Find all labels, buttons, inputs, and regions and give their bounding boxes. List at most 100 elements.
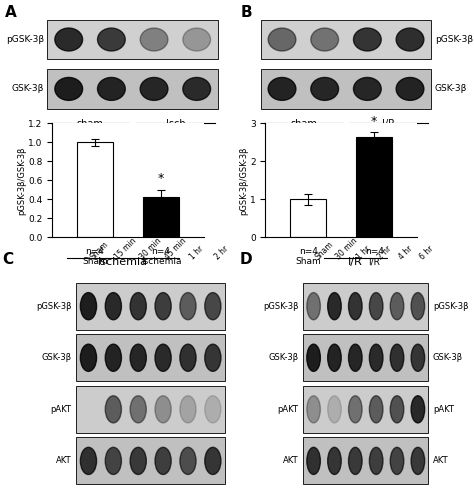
Text: 45 min: 45 min — [163, 236, 188, 261]
Ellipse shape — [369, 448, 383, 474]
Ellipse shape — [411, 292, 425, 320]
Y-axis label: pGSK-3β/GSK-3β: pGSK-3β/GSK-3β — [18, 146, 27, 214]
Ellipse shape — [98, 78, 125, 100]
Ellipse shape — [411, 344, 425, 371]
Text: A: A — [5, 5, 17, 20]
Text: 1 hr: 1 hr — [188, 244, 205, 261]
Ellipse shape — [205, 396, 221, 423]
Text: Sham: Sham — [89, 240, 110, 261]
Ellipse shape — [81, 292, 97, 320]
Ellipse shape — [140, 78, 168, 100]
Bar — [261, 69, 431, 109]
Ellipse shape — [390, 396, 404, 423]
Ellipse shape — [55, 28, 82, 51]
Text: 2 hr: 2 hr — [213, 244, 230, 261]
Text: 1 hr: 1 hr — [356, 244, 373, 261]
Text: AKT: AKT — [56, 456, 72, 465]
Text: 30 min: 30 min — [335, 236, 360, 261]
Text: I/R: I/R — [348, 257, 363, 267]
Ellipse shape — [307, 448, 320, 474]
Text: pGSK-3β: pGSK-3β — [6, 35, 44, 44]
Bar — [356, 137, 392, 237]
Text: 6 hr: 6 hr — [418, 244, 435, 261]
Ellipse shape — [396, 78, 424, 100]
Ellipse shape — [307, 344, 320, 371]
Text: GSK-3β: GSK-3β — [11, 84, 44, 93]
Ellipse shape — [180, 448, 196, 474]
Ellipse shape — [140, 28, 168, 51]
Ellipse shape — [328, 292, 341, 320]
Ellipse shape — [348, 292, 362, 320]
Ellipse shape — [390, 292, 404, 320]
Bar — [143, 198, 179, 237]
Ellipse shape — [55, 78, 82, 100]
Ellipse shape — [105, 448, 121, 474]
Ellipse shape — [105, 292, 121, 320]
Text: Isch: Isch — [165, 119, 185, 128]
Bar — [47, 20, 218, 59]
Ellipse shape — [411, 396, 425, 423]
Ellipse shape — [390, 448, 404, 474]
Ellipse shape — [180, 396, 196, 423]
Text: sham: sham — [77, 119, 103, 128]
Text: GSK-3β: GSK-3β — [433, 353, 463, 362]
Ellipse shape — [328, 344, 341, 371]
Ellipse shape — [307, 292, 320, 320]
Bar — [76, 386, 225, 433]
Text: *: * — [371, 115, 377, 127]
Ellipse shape — [105, 396, 121, 423]
Ellipse shape — [130, 396, 146, 423]
Ellipse shape — [328, 448, 341, 474]
Bar — [76, 334, 225, 381]
Ellipse shape — [348, 448, 362, 474]
Ellipse shape — [155, 344, 171, 371]
Bar — [303, 438, 428, 484]
Ellipse shape — [130, 292, 146, 320]
Text: 15 min: 15 min — [113, 236, 138, 261]
Ellipse shape — [155, 396, 171, 423]
Ellipse shape — [268, 28, 296, 51]
Ellipse shape — [183, 28, 210, 51]
Ellipse shape — [81, 344, 97, 371]
Ellipse shape — [307, 396, 320, 423]
Ellipse shape — [105, 344, 121, 371]
Bar — [47, 69, 218, 109]
Ellipse shape — [311, 28, 338, 51]
Text: Ischemia: Ischemia — [98, 257, 148, 267]
Ellipse shape — [411, 448, 425, 474]
Ellipse shape — [98, 28, 125, 51]
Text: GSK-3β: GSK-3β — [435, 84, 467, 93]
Ellipse shape — [205, 448, 221, 474]
Text: pAKT: pAKT — [433, 405, 454, 414]
Ellipse shape — [348, 344, 362, 371]
Ellipse shape — [130, 448, 146, 474]
Bar — [303, 283, 428, 329]
Text: sham: sham — [290, 119, 317, 128]
Text: pGSK-3β: pGSK-3β — [263, 302, 299, 311]
Ellipse shape — [369, 396, 383, 423]
Text: I/R: I/R — [382, 119, 395, 128]
Y-axis label: pGSK-3β/GSK-3β: pGSK-3β/GSK-3β — [239, 146, 248, 214]
Text: GSK-3β: GSK-3β — [41, 353, 72, 362]
Ellipse shape — [268, 78, 296, 100]
Text: C: C — [2, 252, 14, 267]
Ellipse shape — [155, 448, 171, 474]
Text: 30 min: 30 min — [138, 236, 164, 261]
Bar — [77, 142, 113, 237]
Text: pAKT: pAKT — [278, 405, 299, 414]
Text: AKT: AKT — [283, 456, 299, 465]
Ellipse shape — [81, 448, 97, 474]
Text: AKT: AKT — [433, 456, 448, 465]
Ellipse shape — [205, 292, 221, 320]
Ellipse shape — [130, 344, 146, 371]
Ellipse shape — [155, 292, 171, 320]
Ellipse shape — [180, 292, 196, 320]
Text: *: * — [158, 172, 164, 185]
Text: pGSK-3β: pGSK-3β — [36, 302, 72, 311]
Text: pGSK-3β: pGSK-3β — [433, 302, 468, 311]
Ellipse shape — [205, 344, 221, 371]
Ellipse shape — [348, 396, 362, 423]
Ellipse shape — [311, 78, 338, 100]
Bar — [76, 283, 225, 329]
Text: 2 hr: 2 hr — [376, 244, 393, 261]
